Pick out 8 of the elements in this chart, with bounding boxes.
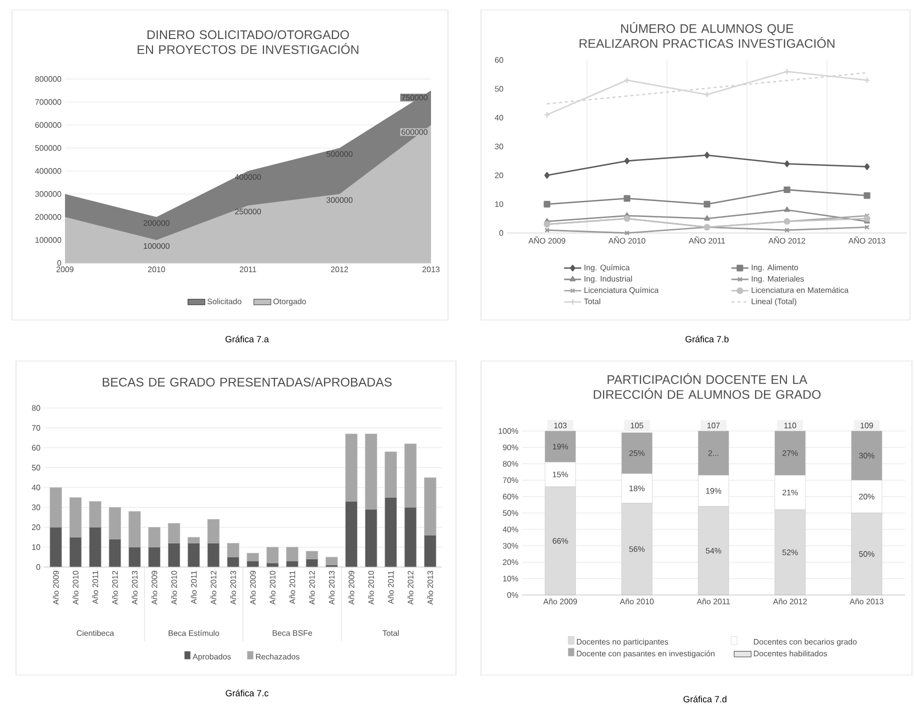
chart-title: PARTICIPACIÓN DOCENTE EN LA DIRECCIÓN DE ALUMNOS DE GRADO (594, 373, 821, 399)
chart-title: NÚMERO DE ALUMNOS QUE REALIZARON PRACTICAS INVESTIGACIÓN (580, 22, 834, 48)
text: Gráfica 7.b (686, 336, 729, 342)
text: Gráfica 7.a (226, 336, 269, 342)
chart-title: DINERO SOLICITADO/OTORGADO EN PROYECTOS DE INVESTIGACIÓN (138, 30, 358, 54)
text: Gráfica 7.c (226, 690, 268, 696)
text: Gráfica 7.d (684, 696, 726, 702)
chart-title: BECAS DE GRADO PRESENTADAS/APROBADAS (102, 377, 392, 387)
